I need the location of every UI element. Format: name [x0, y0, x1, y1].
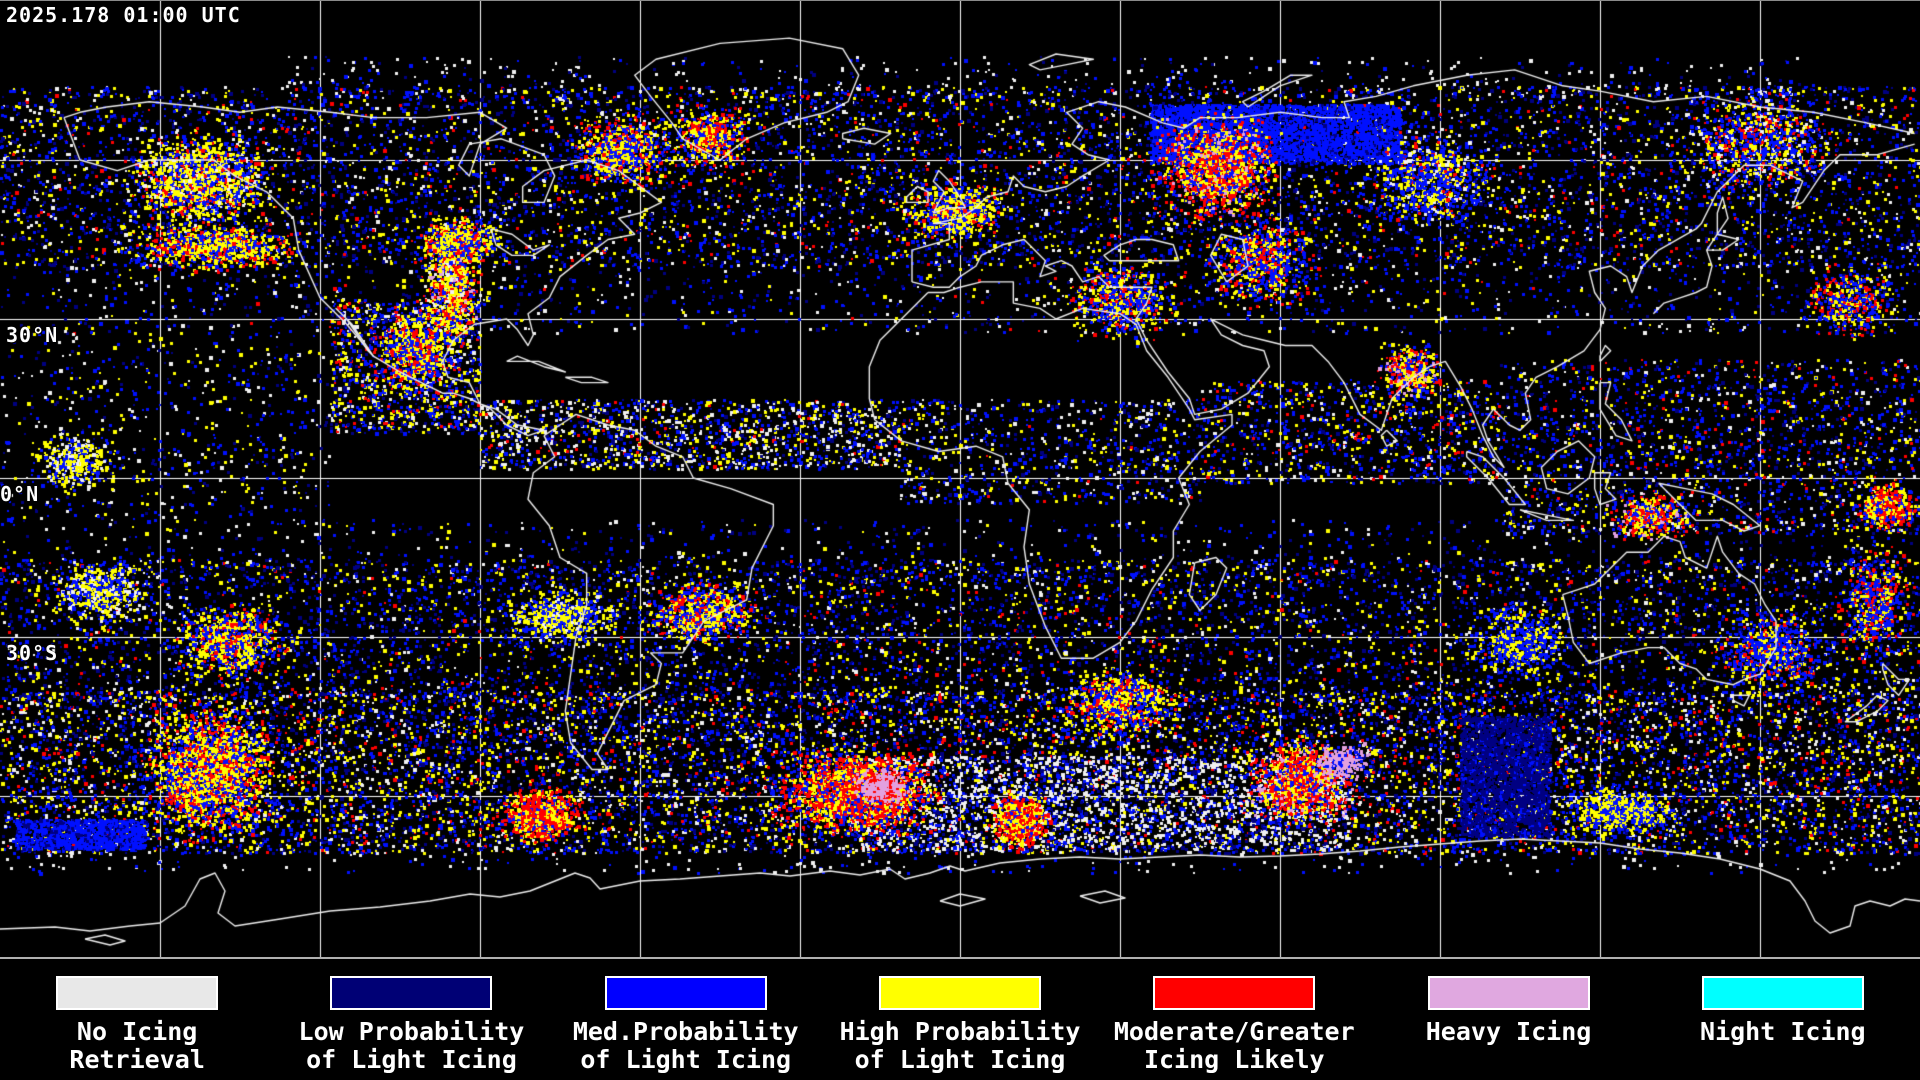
legend-label: Low Probability of Light Icing: [298, 1017, 525, 1074]
legend-item: High Probability of Light Icing: [823, 959, 1097, 1074]
legend-swatch: [878, 976, 1041, 1010]
legend-swatch: [56, 976, 219, 1010]
world-icing-map: 2025.178 01:00 UTC 30°N 0°N 30°S: [0, 0, 1920, 958]
latitude-label: 30°N: [6, 323, 59, 347]
legend-swatch: [1153, 976, 1316, 1010]
legend-item: Med.Probability of Light Icing: [549, 959, 823, 1074]
map-legend-divider: [0, 957, 1920, 959]
legend-label: Moderate/Greater Icing Likely: [1113, 1017, 1355, 1074]
legend-label: Med.Probability of Light Icing: [572, 1017, 799, 1074]
legend-item: Heavy Icing: [1371, 959, 1645, 1046]
legend-swatch: [604, 976, 767, 1010]
legend-label: Heavy Icing: [1425, 1017, 1592, 1046]
legend-swatch: [330, 976, 493, 1010]
legend-bar: No Icing Retrieval Low Probability of Lig…: [0, 959, 1920, 1080]
latitude-label: 0°N: [0, 482, 40, 506]
latitude-label: 30°S: [6, 641, 59, 665]
legend-label: No Icing Retrieval: [69, 1017, 205, 1074]
legend-item: Night Icing: [1646, 959, 1920, 1046]
legend-item: No Icing Retrieval: [0, 959, 274, 1074]
legend-item: Moderate/Greater Icing Likely: [1097, 959, 1371, 1074]
icing-map-canvas: [0, 1, 1920, 958]
legend-swatch: [1701, 976, 1864, 1010]
legend-item: Low Probability of Light Icing: [274, 959, 548, 1074]
legend-label: High Probability of Light Icing: [839, 1017, 1081, 1074]
timestamp-label: 2025.178 01:00 UTC: [6, 3, 241, 27]
legend-swatch: [1427, 976, 1590, 1010]
legend-label: Night Icing: [1700, 1017, 1866, 1046]
